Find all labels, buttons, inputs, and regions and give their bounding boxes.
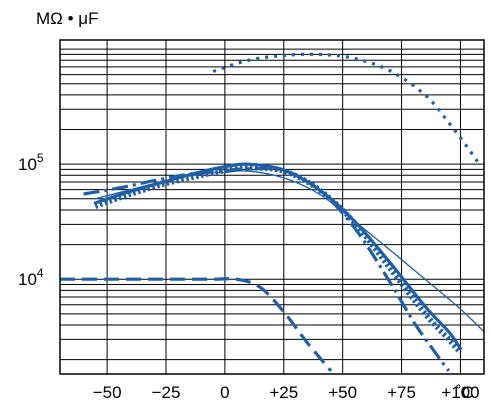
y-tick-label: 105 [18, 151, 44, 174]
y-axis-unit-label: MΩ • μF [36, 9, 98, 28]
x-tick-label: +75 [387, 383, 416, 402]
x-tick-label: +25 [269, 383, 298, 402]
x-tick-label: −50 [93, 383, 122, 402]
series-line-thick-solid [93, 162, 462, 351]
series-line-dash-dot [83, 166, 450, 372]
series-line-dotted-fine [212, 52, 481, 166]
x-axis-unit-label: ˚C [456, 383, 474, 402]
x-tick-label: 0 [220, 383, 229, 402]
tick-labels: −50 −25 0 +25 +50 +75 +100 104 105 [18, 151, 480, 402]
x-tick-label: −25 [152, 383, 181, 402]
y-tick-label: 104 [18, 266, 44, 289]
plot-frame [59, 39, 485, 375]
x-tick-label: +50 [328, 383, 357, 402]
x-tick-label: +100 [441, 383, 479, 402]
series-group [60, 52, 484, 372]
series-line-dashed [60, 277, 333, 372]
